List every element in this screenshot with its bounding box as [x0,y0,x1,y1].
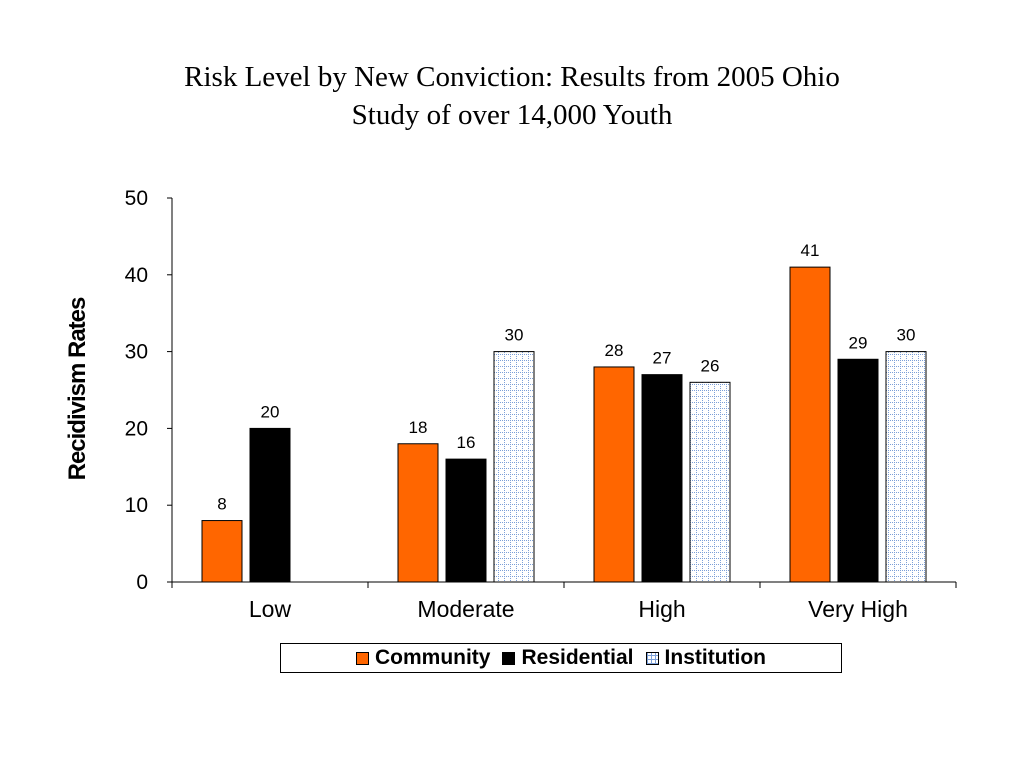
bar-community [201,520,243,583]
x-tick-label: Moderate [417,596,514,622]
x-tick-label: Very High [808,596,908,622]
data-label: 26 [701,356,720,375]
legend-item-residential: Residential [502,646,634,670]
data-label: 30 [505,326,524,345]
data-label: 8 [217,495,226,514]
legend: Community Residential Institution [280,643,842,673]
y-axis-label: Recidivism Rates [64,297,91,481]
legend-item-community: Community [355,646,491,670]
legend-swatch-residential [502,651,516,665]
y-tick-label: 30 [125,341,148,364]
data-label: 18 [409,418,428,437]
data-label: 29 [849,333,868,352]
chart-title-line-2: Study of over 14,000 Youth [351,99,673,131]
legend-item-institution: Institution [645,646,767,670]
bar-institution [689,381,731,583]
bars [201,266,927,583]
data-label: 30 [897,326,916,345]
legend-label-residential: Residential [521,646,634,669]
legend-label-institution: Institution [664,646,767,669]
legend-swatch-community [355,651,369,665]
data-label: 16 [457,433,476,452]
bar-residential [445,458,487,583]
x-tick-label: Low [249,596,292,622]
legend-swatch-institution [645,651,659,665]
bar-residential [641,374,683,583]
data-label: 41 [801,241,820,260]
x-tick-label: High [638,596,685,622]
y-tick-label: 40 [125,264,148,287]
data-labels: 8 18 28 41 20 16 27 29 30 26 30 [217,241,915,513]
y-tick-label: 20 [125,417,148,440]
bar-residential [837,358,879,583]
y-tick-label: 0 [136,571,148,594]
data-label: 28 [605,341,624,360]
bar-residential [249,427,291,583]
chart-title: Risk Level by New Conviction: Results fr… [62,58,962,134]
bar-community [593,366,635,583]
data-label: 20 [261,402,280,421]
bar-institution [493,351,535,583]
axes: 0 10 20 30 40 50 Low Moderate High Very High [125,187,957,622]
bar-institution [885,351,927,583]
bar-community [397,443,439,583]
bar-community [789,266,831,583]
data-label: 27 [653,349,672,368]
y-tick-label: 50 [125,187,148,210]
y-tick-label: 10 [125,494,148,517]
chart-title-line-1: Risk Level by New Conviction: Results fr… [184,61,840,93]
legend-label-community: Community [374,646,491,669]
